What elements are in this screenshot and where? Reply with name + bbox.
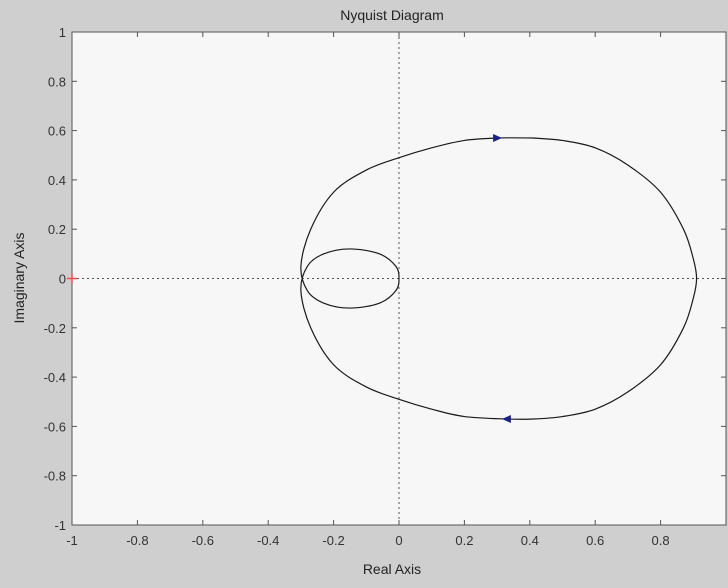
x-tick-label: -0.8 <box>126 533 148 548</box>
x-tick-label: 0.2 <box>455 533 473 548</box>
x-tick-label: 0.4 <box>521 533 539 548</box>
x-axis-label: Real Axis <box>363 561 421 577</box>
x-tick-label: 0 <box>395 533 402 548</box>
y-tick-label: -1 <box>54 518 66 533</box>
y-tick-label: 0.2 <box>48 222 66 237</box>
x-tick-label: -0.6 <box>192 533 214 548</box>
markers <box>67 133 511 424</box>
y-tick-label: 1 <box>59 25 66 40</box>
y-tick-label: 0.4 <box>48 173 66 188</box>
direction-arrow-left <box>501 415 511 424</box>
y-tick-label: 0.8 <box>48 74 66 89</box>
y-tick-label: -0.8 <box>44 469 66 484</box>
critical-point-marker <box>67 273 77 284</box>
y-tick-labels: 1 0.8 0.6 0.4 0.2 0 -0.2 -0.4 -0.6 -0.8 -1 <box>44 25 66 533</box>
y-tick-label: -0.2 <box>44 321 66 336</box>
chart-title: Nyquist Diagram <box>340 7 443 23</box>
x-tick-labels: -1 -0.8 -0.6 -0.4 -0.2 0 0.2 0.4 0.6 0.8 <box>66 533 669 548</box>
x-tick-label: 0.8 <box>652 533 670 548</box>
x-tick-label: 0.6 <box>586 533 604 548</box>
y-tick-label: -0.4 <box>44 370 66 385</box>
x-tick-label: -0.4 <box>257 533 279 548</box>
y-axis-label: Imaginary Axis <box>11 232 27 323</box>
direction-arrow-right <box>493 133 503 142</box>
nyquist-curves <box>300 137 698 420</box>
y-tick-label: -0.6 <box>44 419 66 434</box>
y-tick-label: 0.6 <box>48 124 66 139</box>
y-tick-label: 0 <box>59 272 66 287</box>
nyquist-curve-0 <box>300 137 698 420</box>
x-tick-label: -0.2 <box>322 533 344 548</box>
x-tick-label: -1 <box>66 533 78 548</box>
